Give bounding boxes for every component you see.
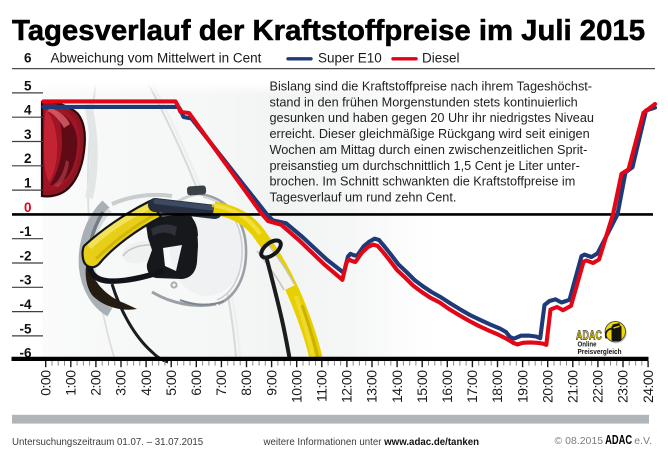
svg-text:22:00: 22:00: [590, 370, 606, 403]
svg-text:-4: -4: [19, 297, 31, 312]
svg-text:Untersuchungszeitraum 01.07. –: Untersuchungszeitraum 01.07. – 31.07.201…: [12, 437, 203, 448]
svg-text:Abweichung vom Mittelwert in C: Abweichung vom Mittelwert in Cent: [51, 51, 262, 66]
svg-text:19:00: 19:00: [514, 370, 530, 403]
svg-text:11:00: 11:00: [314, 370, 330, 402]
svg-text:14:00: 14:00: [389, 370, 405, 403]
svg-text:preisanstieg um durchschnittli: preisanstieg um durchschnittlich 1,5 Cen…: [270, 159, 580, 173]
svg-text:15:00: 15:00: [414, 370, 430, 403]
svg-text:23:00: 23:00: [615, 370, 631, 403]
svg-text:21:00: 21:00: [565, 370, 581, 403]
svg-text:Bislang sind die Kraftstoffpre: Bislang sind die Kraftstoffpreise nach i…: [270, 80, 593, 94]
svg-text:24:00: 24:00: [640, 370, 656, 403]
svg-text:3: 3: [24, 127, 32, 142]
svg-text:17:00: 17:00: [464, 370, 480, 403]
svg-text:9:00: 9:00: [263, 370, 279, 396]
svg-text:4: 4: [24, 103, 32, 118]
svg-text:16:00: 16:00: [439, 370, 455, 403]
svg-text:ADAC: ADAC: [576, 328, 602, 343]
svg-text:weitere Informationen unter ww: weitere Informationen unter www.adac.de/…: [263, 437, 480, 448]
svg-text:0: 0: [24, 200, 32, 215]
svg-text:0:00: 0:00: [37, 370, 53, 396]
svg-text:13:00: 13:00: [364, 370, 380, 403]
svg-text:-5: -5: [19, 321, 31, 336]
svg-text:Super E10: Super E10: [318, 51, 382, 66]
svg-text:3:00: 3:00: [113, 370, 129, 396]
svg-text:© 08.2015 ADAC e.V.: © 08.2015 ADAC e.V.: [554, 432, 652, 447]
svg-text:-2: -2: [19, 248, 31, 263]
svg-text:5:00: 5:00: [163, 370, 179, 396]
svg-text:Online: Online: [578, 339, 597, 348]
svg-text:1: 1: [24, 176, 32, 191]
svg-text:7:00: 7:00: [213, 370, 229, 396]
svg-text:6: 6: [24, 50, 32, 65]
svg-text:-3: -3: [19, 273, 31, 288]
svg-text:6:00: 6:00: [188, 370, 204, 396]
svg-text:1:00: 1:00: [63, 370, 79, 396]
svg-text:8:00: 8:00: [238, 370, 254, 396]
svg-text:brochen. Im Schnitt schwankten: brochen. Im Schnitt schwankten die Kraft…: [270, 175, 576, 189]
svg-text:12:00: 12:00: [339, 370, 355, 403]
svg-text:18:00: 18:00: [489, 370, 505, 403]
svg-text:2: 2: [24, 151, 32, 166]
svg-text:gesunken und haben gegen 20 Uh: gesunken und haben gegen 20 Uhr ihr nied…: [270, 111, 594, 125]
svg-text:stand in den frühen Morgenstun: stand in den frühen Morgenstunden stets …: [270, 95, 578, 109]
svg-text:Wochen am Mittag durch einen z: Wochen am Mittag durch einen zwischenzei…: [270, 143, 588, 157]
svg-text:2:00: 2:00: [88, 370, 104, 396]
svg-text:5: 5: [24, 78, 32, 93]
svg-text:Tagesverlauf der Kraftstoffpre: Tagesverlauf der Kraftstoffpreise im Jul…: [12, 15, 645, 47]
svg-text:4:00: 4:00: [138, 370, 154, 396]
svg-text:Preisvergleich: Preisvergleich: [578, 347, 622, 356]
svg-text:10:00: 10:00: [288, 370, 304, 403]
svg-text:-1: -1: [19, 224, 31, 239]
svg-text:Diesel: Diesel: [422, 51, 460, 66]
svg-text:erreicht. Dieser gleichmäßige: erreicht. Dieser gleichmäßige Rückgang w…: [270, 127, 590, 141]
svg-text:20:00: 20:00: [539, 370, 555, 403]
svg-text:Tagesverlauf um rund zehn Cent: Tagesverlauf um rund zehn Cent.: [270, 190, 457, 204]
